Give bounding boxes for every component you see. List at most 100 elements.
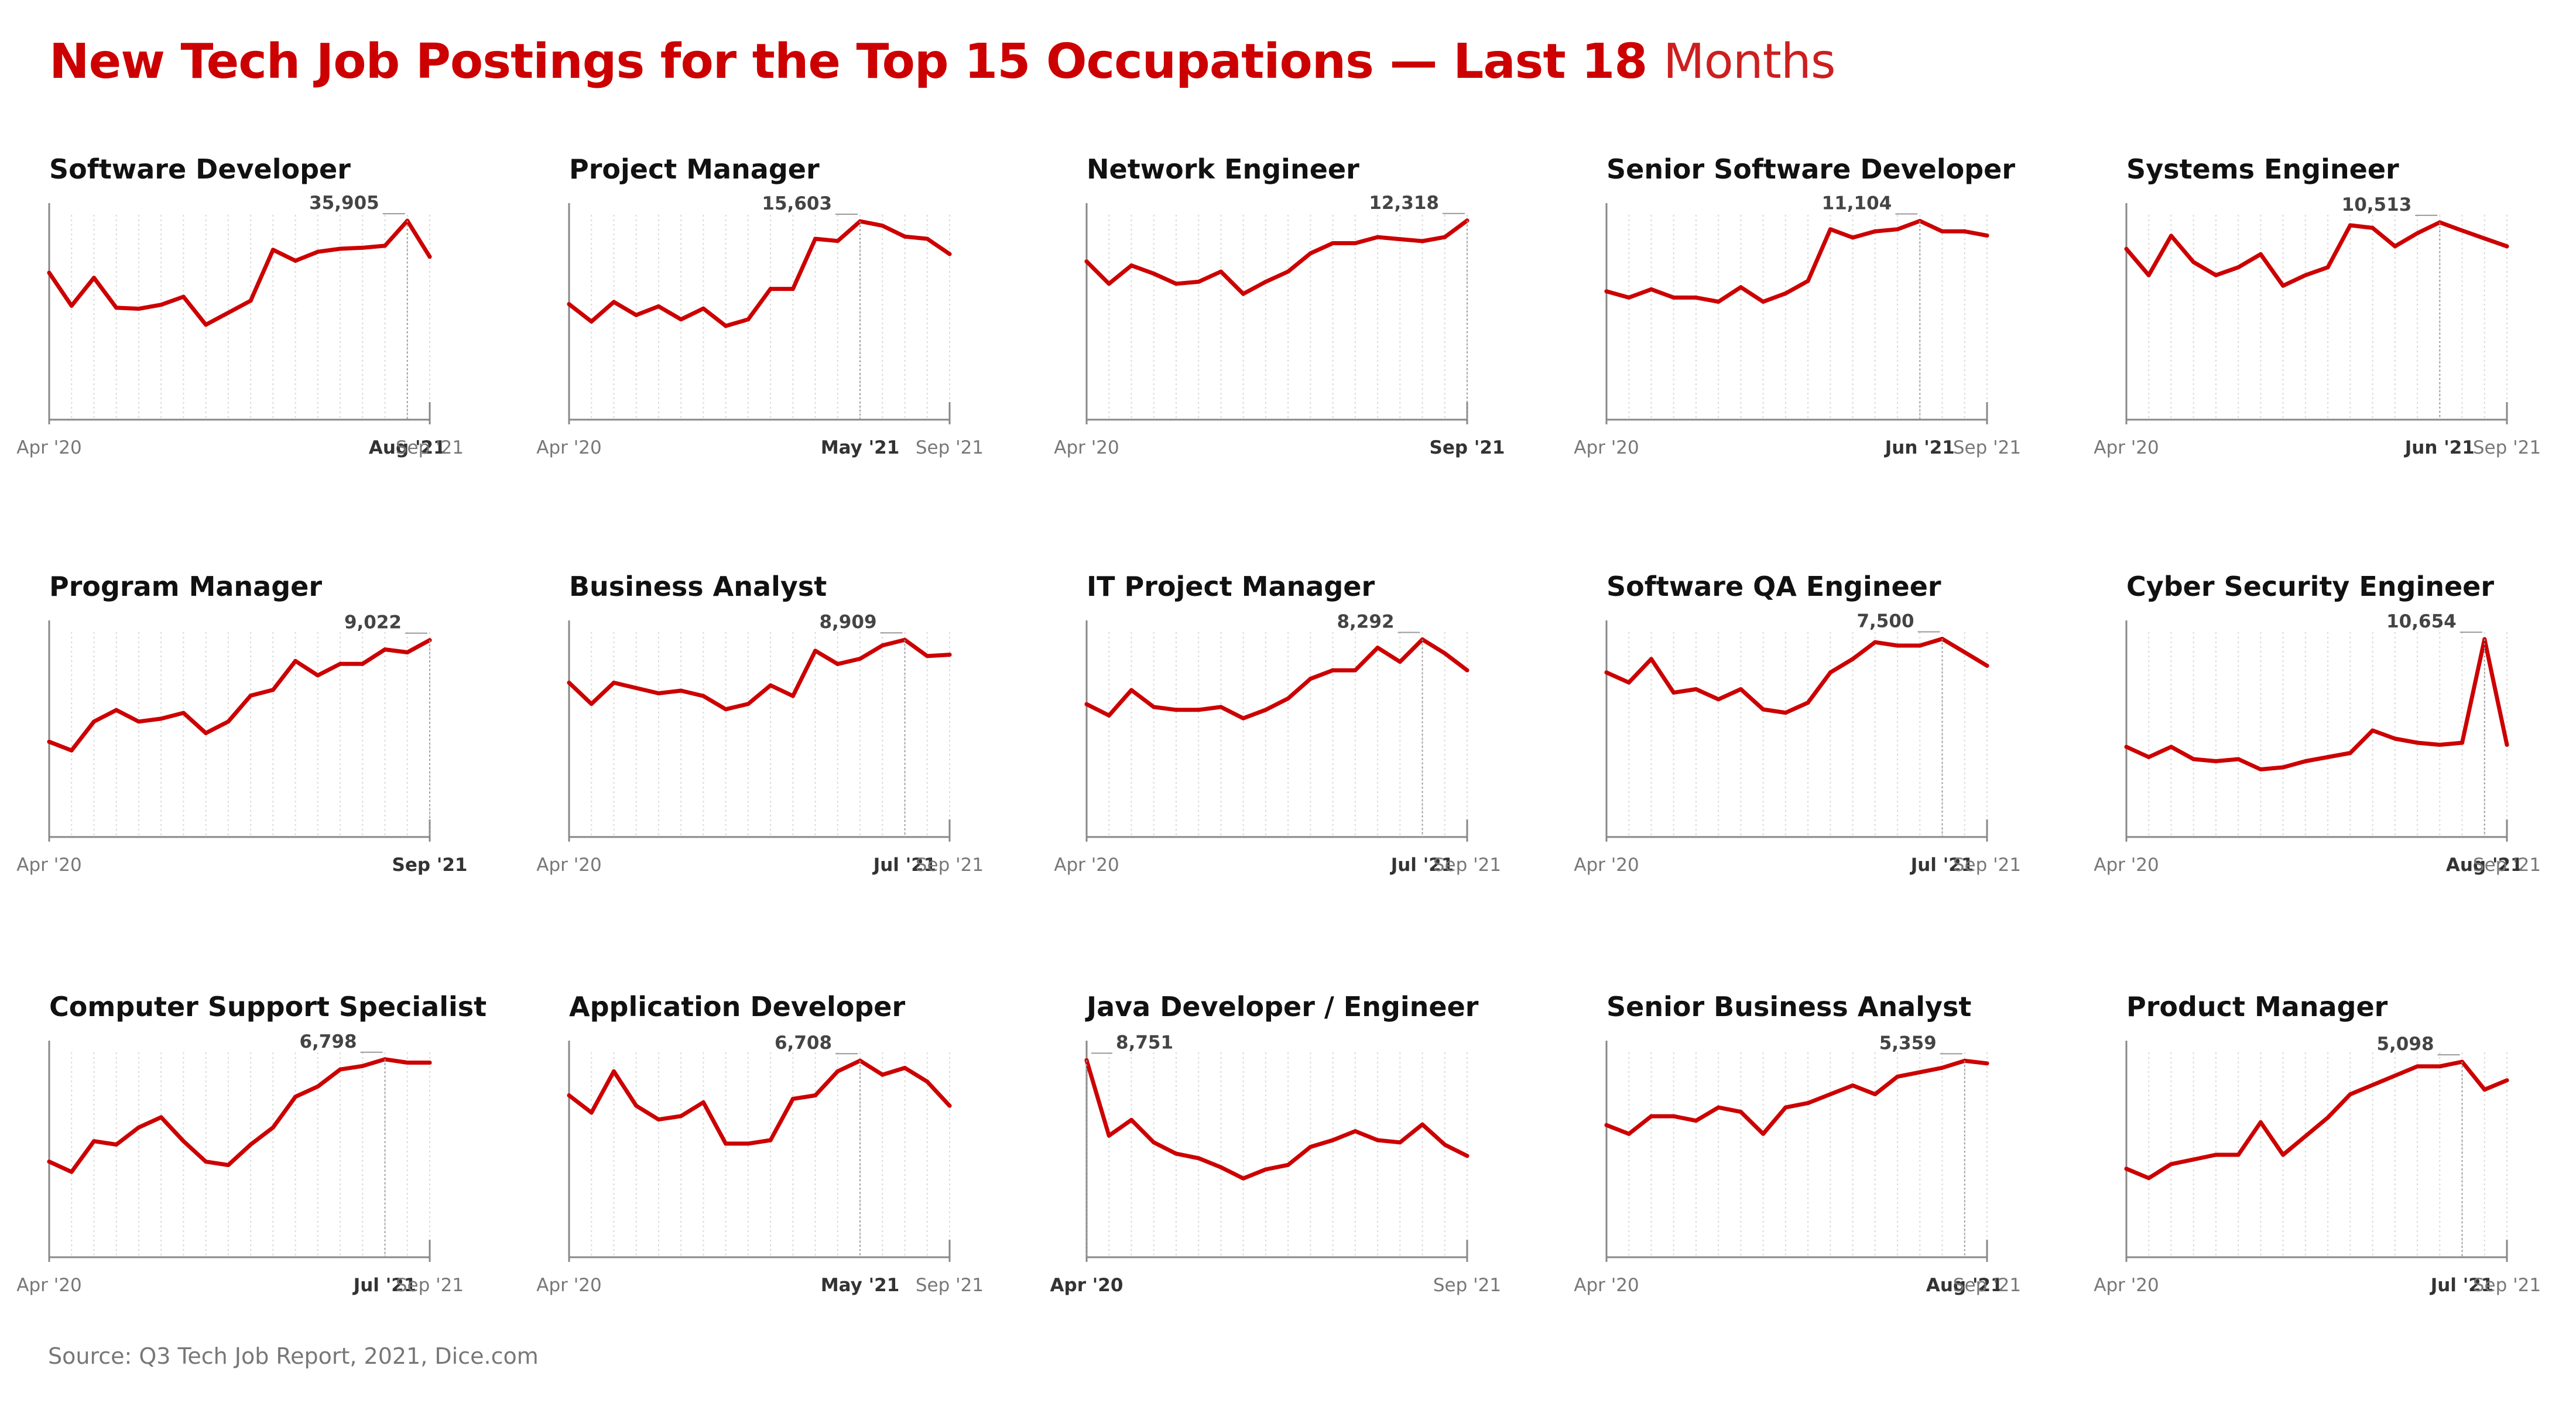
line-chart: 15,603 Apr '20 May '21 Sep '21	[536, 193, 984, 458]
data-point	[1761, 1131, 1766, 1136]
x-tick-label: Apr '20	[16, 437, 81, 458]
data-point	[768, 683, 773, 688]
data-point	[1241, 291, 1246, 296]
data-point	[2281, 765, 2286, 770]
data-point	[947, 1103, 952, 1108]
data-point	[338, 661, 342, 666]
source-note: Source: Q3 Tech Job Report, 2021, Dice.c…	[48, 1343, 539, 1369]
data-point	[746, 1141, 751, 1146]
data-point	[383, 647, 388, 652]
data-point	[790, 1096, 795, 1101]
x-tick-label: Aug '21	[1926, 1275, 2003, 1296]
x-tick-label: Apr '20	[1054, 437, 1119, 458]
line-chart: 8,751 Apr '20 Sep '21	[1050, 1032, 1502, 1296]
chart-panel: Product Manager 5,098 Apr '20 Jul '21 Sep '2…	[2094, 991, 2576, 1319]
data-point	[1420, 239, 1425, 243]
chart-title: IT Project Manager	[1087, 571, 1375, 602]
data-point	[1331, 668, 1335, 673]
data-point	[1465, 668, 1469, 673]
data-point	[427, 1061, 432, 1065]
chart-panel: Project Manager 15,603 Apr '20 May '21 Sep '…	[536, 153, 1084, 481]
data-point	[1286, 269, 1290, 274]
data-point	[1397, 1140, 1402, 1145]
data-point	[724, 324, 728, 328]
data-point	[159, 1115, 163, 1120]
data-point	[1241, 716, 1246, 721]
data-point	[1196, 279, 1201, 284]
chart-panel: Application Developer 6,708 Apr '20 May '21…	[536, 991, 1084, 1319]
data-point	[1895, 1074, 1900, 1079]
chart-title: Java Developer / Engineer	[1087, 991, 1479, 1023]
data-point	[858, 656, 862, 661]
series-line	[2124, 220, 2509, 288]
data-point	[1443, 235, 1447, 239]
chart-panel: Business Analyst 8,909 Apr '20 Jul '21 Sep '…	[536, 571, 1084, 898]
series-line	[1604, 1058, 1989, 1136]
data-point	[2460, 228, 2465, 233]
data-point	[159, 303, 163, 307]
data-point	[47, 1159, 52, 1164]
line-chart: 12,318 Apr '20 Sep '21	[1054, 193, 1505, 458]
data-point	[114, 306, 119, 310]
data-point	[2258, 1120, 2263, 1124]
data-point	[701, 306, 705, 311]
series-line	[1084, 1058, 1469, 1181]
data-point	[2214, 273, 2218, 277]
x-tick-label: Apr '20	[2094, 437, 2159, 458]
x-tick-label: Sep '21	[1433, 855, 1501, 876]
data-point	[338, 246, 342, 251]
peak-label: 9,022	[344, 612, 402, 633]
data-point	[611, 300, 616, 304]
data-point	[2146, 755, 2151, 759]
chart-title: Cyber Security Engineer	[2126, 571, 2495, 602]
data-point	[69, 1169, 74, 1174]
data-point	[2236, 757, 2241, 761]
chart-title: Computer Support Specialist	[49, 991, 487, 1023]
data-point	[1152, 1140, 1156, 1145]
x-tick-label: Sep '21	[2473, 855, 2541, 876]
data-point	[2505, 1078, 2509, 1083]
series-line	[47, 1057, 432, 1174]
data-point	[293, 658, 298, 663]
data-point	[1851, 657, 1855, 661]
data-point	[611, 680, 616, 685]
series-line	[47, 638, 432, 753]
data-point	[248, 299, 253, 303]
data-point	[1604, 670, 1609, 675]
chart-title: Project Manager	[569, 153, 820, 185]
data-point	[1649, 287, 1653, 291]
data-point	[2124, 246, 2129, 251]
data-point	[1828, 227, 1832, 232]
data-point	[1084, 259, 1089, 264]
data-point	[1783, 291, 1788, 296]
data-point	[2214, 759, 2218, 763]
data-point	[2191, 260, 2196, 265]
data-point	[589, 702, 594, 706]
data-point	[204, 1159, 208, 1164]
data-point	[1331, 241, 1335, 246]
chart-panel: Senior Software Developer 11,104 Apr '20 Ju…	[1574, 153, 2122, 481]
data-point	[2460, 740, 2465, 745]
data-point	[2393, 1073, 2397, 1078]
data-point	[2371, 1083, 2375, 1087]
data-point	[656, 691, 661, 696]
data-point	[1397, 660, 1402, 664]
data-point	[835, 662, 840, 667]
data-point	[1985, 233, 1989, 238]
data-point	[1806, 700, 1810, 705]
data-point	[2505, 244, 2509, 249]
data-point	[903, 234, 907, 239]
data-point	[1375, 1138, 1380, 1143]
data-point	[2191, 1157, 2196, 1162]
data-point	[2482, 1087, 2487, 1092]
data-point	[316, 673, 320, 678]
data-point	[1263, 279, 1268, 284]
data-point	[2415, 231, 2420, 235]
x-tick-label: Sep '21	[1953, 437, 2021, 458]
data-point	[114, 1143, 119, 1147]
data-point	[2191, 757, 2196, 761]
chart-panel: Program Manager 9,022 Apr '20 Sep '21	[16, 571, 564, 898]
